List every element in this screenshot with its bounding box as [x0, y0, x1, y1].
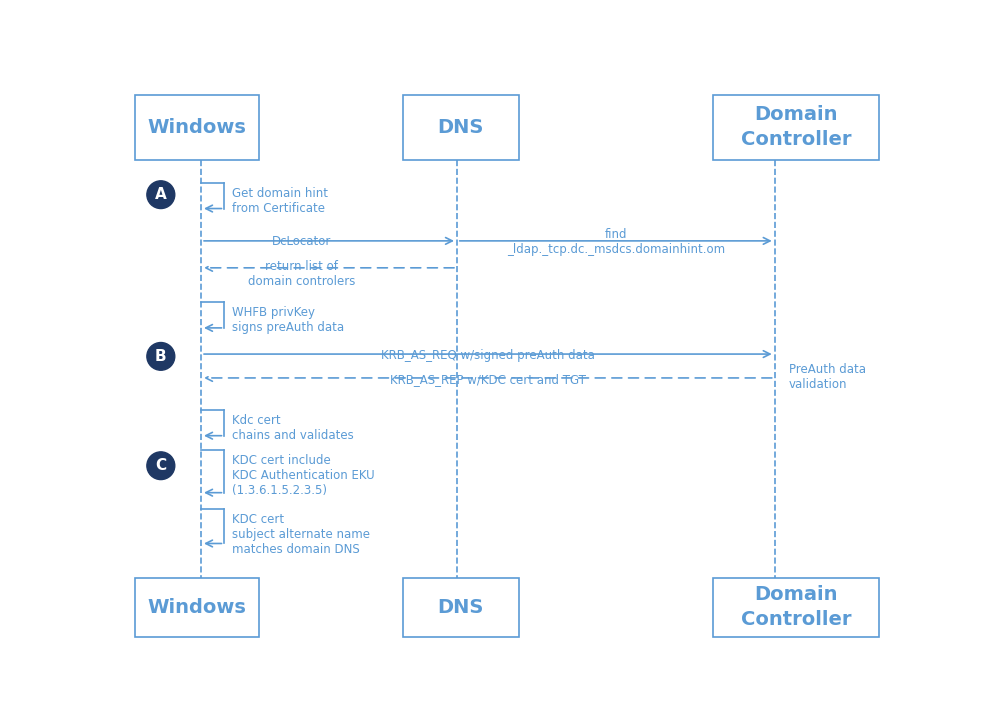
Text: Get domain hint
from Certificate: Get domain hint from Certificate — [232, 187, 328, 215]
Text: Windows: Windows — [147, 598, 246, 617]
Bar — [713, 95, 879, 160]
Text: Domain
Controller: Domain Controller — [741, 586, 852, 629]
Text: Kdc cert
chains and validates: Kdc cert chains and validates — [232, 414, 354, 442]
Text: KRB_AS_REQ w/signed preAuth data: KRB_AS_REQ w/signed preAuth data — [381, 349, 594, 362]
Text: KRB_AS_REP w/KDC cert and TGT: KRB_AS_REP w/KDC cert and TGT — [390, 373, 585, 386]
Text: DNS: DNS — [437, 598, 484, 617]
Bar — [135, 95, 259, 160]
Text: C: C — [155, 458, 166, 473]
Circle shape — [147, 342, 175, 370]
Text: Domain
Controller: Domain Controller — [741, 105, 852, 149]
Text: Windows: Windows — [147, 118, 246, 137]
Text: KDC cert include
KDC Authentication EKU
(1.3.6.1.5.2.3.5): KDC cert include KDC Authentication EKU … — [232, 454, 375, 497]
Text: B: B — [155, 349, 166, 364]
Text: DcLocator: DcLocator — [272, 235, 331, 248]
Text: DNS: DNS — [437, 118, 484, 137]
Text: return list of
domain controlers: return list of domain controlers — [248, 260, 356, 288]
Text: KDC cert
subject alternate name
matches domain DNS: KDC cert subject alternate name matches … — [232, 513, 370, 556]
Text: A: A — [155, 188, 167, 202]
Bar — [713, 578, 879, 636]
Text: find
_ldap._tcp.dc._msdcs.domainhint.om: find _ldap._tcp.dc._msdcs.domainhint.om — [506, 228, 725, 256]
Circle shape — [147, 181, 175, 209]
Bar — [135, 578, 259, 636]
Bar — [403, 578, 519, 636]
Text: PreAuth data
validation: PreAuth data validation — [788, 363, 865, 390]
Text: WHFB privKey
signs preAuth data: WHFB privKey signs preAuth data — [232, 306, 344, 334]
Circle shape — [147, 452, 175, 479]
Bar — [403, 95, 519, 160]
